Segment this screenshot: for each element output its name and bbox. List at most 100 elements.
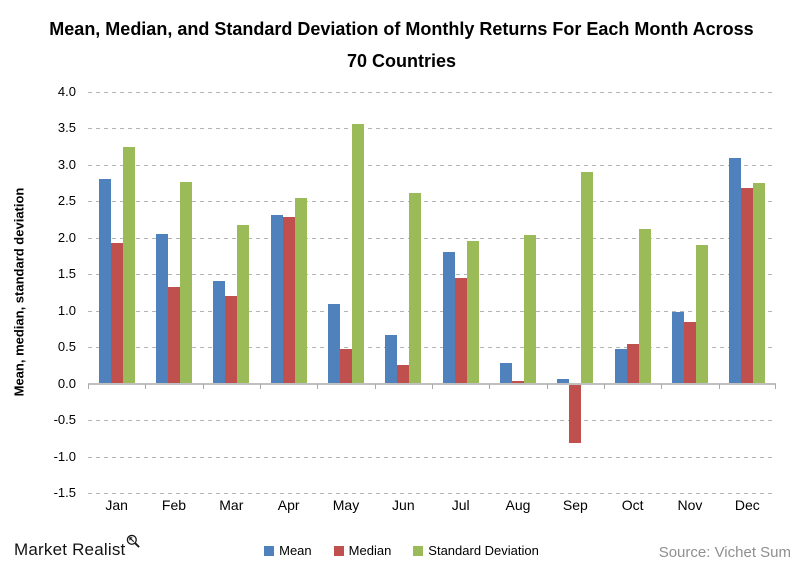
legend-swatch-standard-deviation bbox=[413, 545, 424, 556]
bar-standard-deviation-oct bbox=[638, 229, 651, 384]
y-tick-label: 0.0 bbox=[57, 375, 76, 391]
gridline bbox=[88, 201, 776, 203]
legend-item-mean: Mean bbox=[264, 543, 312, 558]
axis-tick bbox=[260, 383, 261, 389]
y-tick-label: 1.5 bbox=[57, 266, 76, 282]
gridline bbox=[88, 128, 776, 130]
gridline bbox=[88, 237, 776, 239]
x-tick-label-aug: Aug bbox=[505, 497, 531, 513]
y-tick-label: -0.5 bbox=[53, 412, 76, 428]
axis-tick bbox=[88, 383, 89, 389]
bar-standard-deviation-jan bbox=[122, 146, 135, 384]
y-tick-label: 3.5 bbox=[57, 120, 76, 136]
x-tick-label-dec: Dec bbox=[734, 497, 760, 513]
y-tick-label: 1.0 bbox=[57, 302, 76, 318]
axis-tick bbox=[489, 383, 491, 389]
y-tick-label: 2.0 bbox=[57, 229, 76, 245]
bar-standard-deviation-mar bbox=[237, 224, 250, 384]
axis-tick bbox=[202, 383, 204, 389]
axis-tick bbox=[145, 383, 147, 389]
gridline bbox=[88, 456, 776, 458]
gridline bbox=[88, 420, 776, 422]
source-text: Source: Vichet Sum bbox=[658, 544, 791, 561]
brand-text: Market Realist bbox=[14, 540, 126, 559]
legend-item-standard-deviation: Standard Deviation bbox=[413, 543, 539, 558]
bar-median-apr bbox=[282, 217, 295, 384]
bar-mean-feb bbox=[156, 234, 168, 384]
bar-mean-apr bbox=[270, 215, 283, 384]
legend-label: Median bbox=[348, 543, 392, 558]
bar-median-oct bbox=[626, 344, 639, 384]
y-tick-label: 4.0 bbox=[57, 84, 76, 99]
x-tick-label-mar: Mar bbox=[219, 497, 244, 513]
bar-mean-may bbox=[328, 304, 340, 384]
x-tick-label-may: May bbox=[332, 497, 360, 513]
x-tick-label-feb: Feb bbox=[161, 497, 187, 513]
legend-item-median: Median bbox=[333, 543, 392, 558]
x-tick-label-jan: Jan bbox=[105, 497, 128, 513]
gridline bbox=[88, 164, 776, 166]
axis-tick bbox=[546, 383, 548, 389]
axis-tick bbox=[374, 383, 376, 389]
y-tick-label: 3.0 bbox=[57, 156, 76, 172]
axis-tick bbox=[661, 383, 663, 389]
bar-mean-oct bbox=[614, 348, 627, 384]
y-tick-label: 2.5 bbox=[57, 193, 76, 209]
legend-swatch-mean bbox=[264, 545, 275, 556]
bar-mean-jul bbox=[442, 252, 455, 384]
bar-mean-jan bbox=[98, 179, 111, 384]
bar-standard-deviation-jun bbox=[409, 192, 422, 384]
axis-tick bbox=[317, 383, 319, 389]
gridline bbox=[88, 493, 776, 494]
bar-mean-mar bbox=[213, 280, 226, 384]
x-tick-label-oct: Oct bbox=[621, 497, 644, 513]
axis-tick bbox=[775, 383, 776, 389]
bar-median-jan bbox=[110, 242, 123, 384]
gridline bbox=[88, 92, 776, 93]
chart-title-text: Mean, Median, and Standard Deviation of … bbox=[49, 19, 754, 71]
x-tick-label-sep: Sep bbox=[562, 497, 588, 513]
y-tick-label: -1.0 bbox=[53, 448, 76, 464]
gridline bbox=[88, 347, 776, 349]
bar-standard-deviation-nov bbox=[696, 245, 708, 384]
x-tick-label-jul: Jul bbox=[451, 497, 470, 513]
gridline bbox=[88, 310, 776, 312]
y-tick-label: 0.5 bbox=[57, 339, 76, 355]
chart-title: Mean, Median, and Standard Deviation of … bbox=[0, 13, 803, 77]
x-tick-label-nov: Nov bbox=[677, 497, 703, 513]
bar-standard-deviation-dec bbox=[753, 183, 766, 384]
x-axis-labels: Jan Feb Mar Apr May Jun Jul Aug Sep Oct Nov Dec bbox=[88, 497, 776, 517]
axis-tick bbox=[432, 383, 433, 389]
legend: Mean Median Standard Deviation bbox=[0, 543, 803, 558]
bar-median-may bbox=[340, 348, 352, 384]
bar-standard-deviation-feb bbox=[180, 181, 192, 384]
bar-mean-jun bbox=[385, 334, 398, 384]
y-tick-label: -1.5 bbox=[53, 485, 76, 500]
bar-mean-nov bbox=[672, 312, 684, 384]
magnifier-icon bbox=[126, 534, 141, 553]
brand-logo: Market Realist bbox=[14, 534, 141, 560]
bar-standard-deviation-aug bbox=[524, 234, 536, 384]
bar-mean-aug bbox=[500, 363, 512, 384]
bar-median-sep bbox=[569, 383, 582, 444]
axis-tick bbox=[718, 383, 720, 389]
bar-median-aug bbox=[512, 381, 524, 384]
legend-label: Mean bbox=[279, 543, 312, 558]
bar-mean-dec bbox=[729, 158, 742, 384]
bar-standard-deviation-sep bbox=[581, 172, 594, 384]
bar-median-dec bbox=[741, 187, 754, 384]
bar-median-mar bbox=[225, 296, 238, 384]
x-tick-label-jun: Jun bbox=[392, 497, 415, 513]
bar-standard-deviation-may bbox=[352, 124, 364, 384]
x-tick-label-apr: Apr bbox=[277, 497, 300, 513]
plot-area bbox=[88, 92, 776, 494]
bar-median-jul bbox=[454, 277, 467, 384]
legend-swatch-median bbox=[333, 545, 344, 556]
bar-mean-sep bbox=[557, 379, 570, 384]
bar-median-nov bbox=[684, 322, 696, 384]
axis-tick bbox=[604, 383, 605, 389]
bar-standard-deviation-jul bbox=[466, 241, 479, 384]
gridline bbox=[88, 274, 776, 276]
bar-standard-deviation-apr bbox=[294, 197, 307, 384]
